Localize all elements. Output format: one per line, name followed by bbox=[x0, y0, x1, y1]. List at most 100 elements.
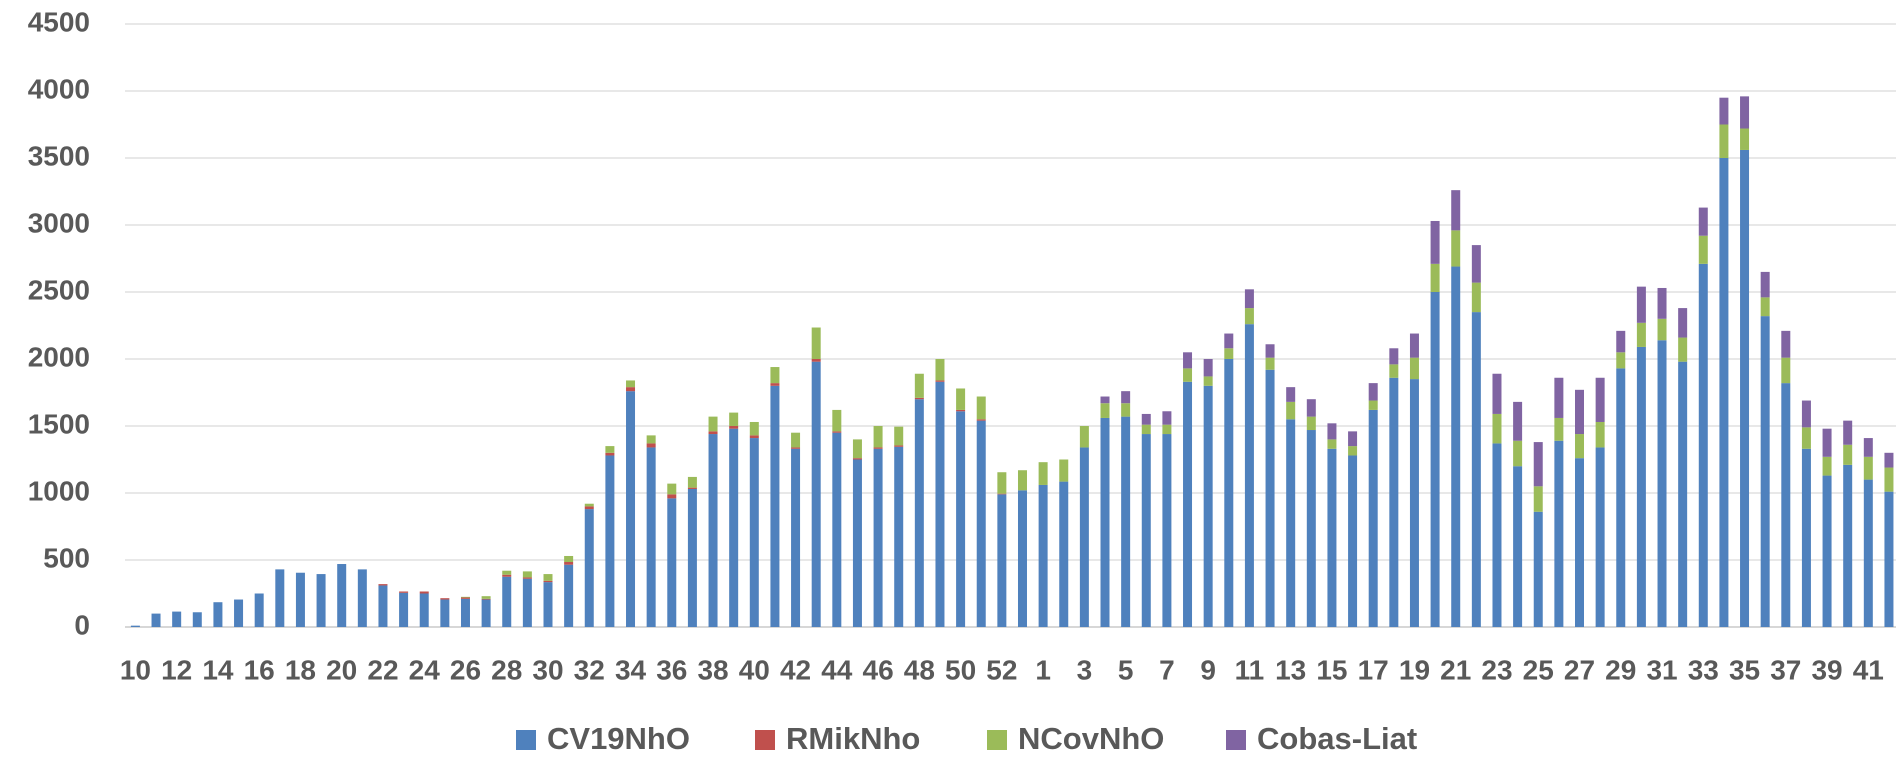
bar-segment bbox=[997, 494, 1007, 627]
bar-segment bbox=[935, 381, 945, 627]
bar-segment bbox=[667, 494, 677, 499]
bar-segment bbox=[1884, 467, 1894, 492]
y-tick-label: 1000 bbox=[28, 475, 90, 506]
bar-segment bbox=[1554, 377, 1564, 418]
x-tick-label: 44 bbox=[821, 654, 853, 685]
x-tick-label: 23 bbox=[1481, 654, 1512, 685]
bar-segment bbox=[1306, 399, 1316, 417]
bar-segment bbox=[1492, 413, 1502, 444]
bar-segment bbox=[976, 420, 986, 627]
bar-segment bbox=[275, 569, 285, 627]
bar-segment bbox=[1059, 459, 1069, 482]
bar-segment bbox=[832, 409, 842, 432]
bar-segment bbox=[481, 598, 491, 600]
bar-segment bbox=[1492, 373, 1502, 414]
bar-segment bbox=[852, 458, 862, 460]
x-tick-label: 27 bbox=[1564, 654, 1595, 685]
bar-segment bbox=[894, 445, 904, 447]
bar-segment bbox=[1595, 421, 1605, 448]
bar-segment bbox=[1801, 448, 1811, 627]
bar-segment bbox=[1368, 409, 1378, 627]
bar-segment bbox=[956, 411, 966, 627]
x-tick-label: 37 bbox=[1770, 654, 1801, 685]
x-tick-label: 31 bbox=[1646, 654, 1677, 685]
bar-segment bbox=[646, 447, 656, 627]
bar-segment bbox=[687, 487, 697, 489]
bar-segment bbox=[502, 574, 512, 577]
bar-segment bbox=[295, 572, 305, 627]
bar-segment bbox=[481, 599, 491, 627]
bar-segment bbox=[522, 571, 532, 578]
bar-segment bbox=[1244, 308, 1254, 325]
bar-segment bbox=[1760, 316, 1770, 627]
bar-segment bbox=[646, 443, 656, 448]
bar-segment bbox=[1183, 381, 1193, 627]
bar-segment bbox=[894, 426, 904, 446]
bar-segment bbox=[1409, 379, 1419, 627]
bar-segment bbox=[1575, 434, 1584, 459]
bar-segment bbox=[1017, 470, 1027, 491]
bar-segment bbox=[1348, 455, 1358, 627]
bar-segment bbox=[1224, 359, 1234, 627]
bar-segment bbox=[1760, 297, 1770, 317]
bar-segment bbox=[1038, 484, 1048, 627]
x-tick-label: 11 bbox=[1235, 654, 1265, 685]
bar-segment bbox=[1244, 324, 1254, 627]
bar-segment bbox=[1863, 479, 1873, 627]
bar-segment bbox=[1595, 447, 1605, 627]
legend-label: Cobas-Liat bbox=[1257, 721, 1417, 756]
bar-segment bbox=[1636, 346, 1646, 627]
bar-segment bbox=[997, 472, 1007, 494]
bar-segment bbox=[1451, 266, 1461, 627]
x-tick-label: 42 bbox=[780, 654, 811, 685]
bar-segment bbox=[1224, 348, 1234, 359]
bar-segment bbox=[1430, 292, 1440, 627]
bar-segment bbox=[873, 426, 883, 448]
bar-segment bbox=[1698, 207, 1708, 236]
bar-segment bbox=[894, 446, 904, 627]
bar-segment bbox=[811, 361, 821, 627]
bar-segment bbox=[997, 493, 1007, 495]
bar-segment bbox=[729, 428, 739, 627]
bar-segment bbox=[1409, 357, 1419, 380]
bar-segment bbox=[1471, 312, 1481, 627]
bar-segment bbox=[626, 387, 636, 392]
bar-segment bbox=[460, 596, 470, 598]
bar-segment bbox=[1616, 352, 1626, 369]
x-tick-label: 7 bbox=[1159, 654, 1175, 685]
bar-segment bbox=[543, 574, 553, 581]
legend-label: NCovNhO bbox=[1018, 721, 1164, 756]
bar-segment bbox=[1616, 368, 1626, 627]
bar-segment bbox=[1492, 443, 1502, 627]
bar-segment bbox=[151, 613, 161, 627]
bar-segment bbox=[564, 562, 574, 565]
bar-segment bbox=[1121, 403, 1131, 417]
bar-segment bbox=[522, 578, 532, 627]
bar-segment bbox=[419, 591, 429, 594]
bar-segment bbox=[1017, 490, 1027, 627]
bar-segment bbox=[502, 576, 512, 627]
bar-segment bbox=[337, 564, 347, 627]
x-tick-label: 46 bbox=[863, 654, 894, 685]
bar-segment bbox=[1348, 446, 1358, 456]
bar-segment bbox=[1678, 361, 1688, 627]
bar-segment bbox=[749, 435, 759, 439]
x-tick-label: 34 bbox=[615, 654, 647, 685]
bar-segment bbox=[1513, 401, 1523, 441]
x-tick-label: 9 bbox=[1200, 654, 1216, 685]
bar-segment bbox=[811, 327, 821, 359]
bar-segment bbox=[1203, 385, 1213, 627]
bar-segment bbox=[1265, 344, 1275, 358]
bar-segment bbox=[1121, 416, 1131, 627]
bar-segment bbox=[1368, 383, 1378, 401]
bar-segment bbox=[1884, 491, 1894, 627]
bar-segment bbox=[1781, 383, 1791, 627]
bar-segment bbox=[708, 416, 718, 432]
x-tick-label: 26 bbox=[450, 654, 481, 685]
bar-segment bbox=[378, 584, 388, 586]
bar-segment bbox=[584, 509, 594, 627]
y-tick-label: 4500 bbox=[28, 6, 90, 37]
x-tick-label: 19 bbox=[1399, 654, 1430, 685]
bar-segment bbox=[1141, 424, 1151, 435]
bar-segment bbox=[130, 625, 140, 627]
